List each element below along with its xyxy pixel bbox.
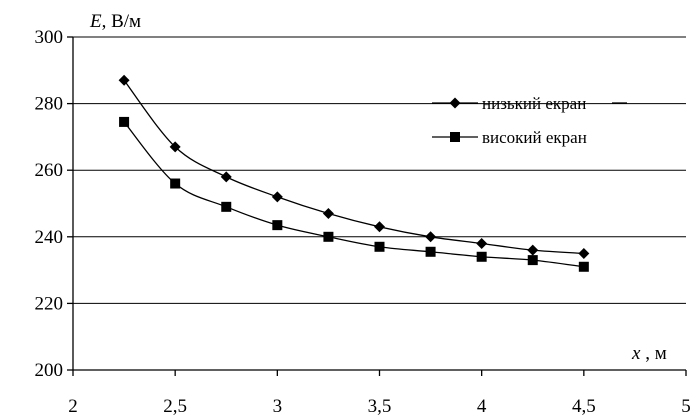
- y-tick-label: 200: [35, 360, 64, 381]
- x-tick-label: 5: [681, 396, 691, 416]
- data-point-diamond: [322, 207, 334, 219]
- x-tick-label: 2: [68, 396, 78, 416]
- data-point-diamond: [578, 247, 590, 259]
- legend: низький екран високий екран: [432, 94, 627, 147]
- series-line-0: [123, 79, 584, 255]
- y-tick-label: 220: [35, 293, 64, 314]
- data-point-diamond: [271, 191, 283, 203]
- y-tick-label: 300: [35, 27, 64, 48]
- legend-diamond-marker: [449, 97, 461, 109]
- legend-entry-high-screen: високий екран: [432, 128, 587, 147]
- x-tick-label: 2,5: [163, 396, 187, 416]
- x-axis-ticks: 2 2,5 3 3,5 4 4,5 5: [68, 370, 691, 416]
- data-point-square: [374, 241, 385, 252]
- x-axis-unit: , м: [640, 343, 666, 364]
- axes: [72, 37, 686, 371]
- series-group: [118, 74, 590, 272]
- data-point-diamond: [220, 171, 232, 183]
- data-point-square: [476, 251, 487, 262]
- x-tick-label: 4,5: [572, 396, 596, 416]
- data-point-square: [170, 178, 181, 189]
- x-tick-label: 4: [477, 396, 487, 416]
- series-line-1: [123, 121, 584, 268]
- data-point-square: [272, 220, 283, 231]
- data-point-diamond: [118, 74, 130, 86]
- x-axis-title: x , м: [631, 343, 667, 364]
- data-point-square: [119, 116, 130, 127]
- data-point-square: [578, 261, 589, 272]
- legend-label-high-screen: високий екран: [482, 128, 587, 147]
- y-axis-ticks: 200 220 240 260 280 300: [35, 27, 73, 381]
- data-point-diamond: [374, 221, 385, 233]
- data-point-diamond: [169, 141, 181, 153]
- data-point-square: [323, 231, 334, 242]
- y-tick-label: 260: [35, 160, 64, 181]
- data-point-diamond: [476, 237, 488, 249]
- grid-lines: [73, 36, 686, 304]
- y-axis-unit: , В/м: [102, 11, 141, 32]
- x-axis-symbol: x: [631, 343, 641, 364]
- data-point-square: [425, 246, 436, 257]
- x-tick-label: 3,5: [368, 396, 392, 416]
- legend-square-marker: [450, 132, 460, 142]
- legend-entry-low-screen: низький екран: [432, 94, 627, 113]
- y-tick-label: 280: [35, 94, 64, 115]
- data-point-square: [221, 201, 232, 212]
- y-axis-title: E, В/м: [89, 11, 141, 32]
- y-tick-label: 240: [35, 227, 64, 248]
- data-point-diamond: [527, 244, 539, 256]
- x-tick-label: 3: [273, 396, 283, 416]
- data-point-square: [527, 255, 538, 266]
- legend-label-low-screen: низький екран: [482, 94, 586, 113]
- data-point-diamond: [425, 231, 437, 243]
- y-axis-symbol: E: [89, 11, 102, 32]
